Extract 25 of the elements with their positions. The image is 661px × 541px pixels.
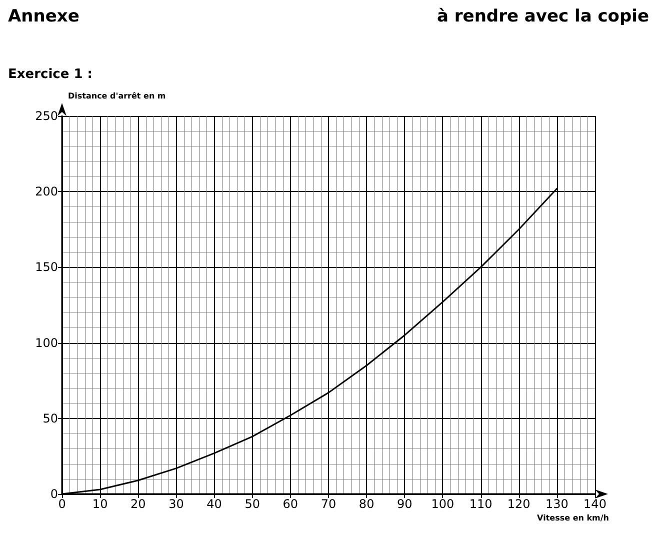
y-axis-title: Distance d'arrêt en m <box>68 92 166 100</box>
y-tick-label: 0 <box>50 487 58 501</box>
x-tick-label: 120 <box>507 497 530 511</box>
x-tick-label: 70 <box>320 497 336 511</box>
x-tick-label: 110 <box>469 497 492 511</box>
y-tick-label: 250 <box>35 109 58 123</box>
y-tick-label: 50 <box>42 411 58 426</box>
x-tick-label: 80 <box>358 497 374 511</box>
x-tick-label: 20 <box>130 497 146 511</box>
chart-subtitle: Exercice 1 : <box>8 67 92 82</box>
text: à rendre avec la copie <box>437 6 650 26</box>
x-tick-label: 60 <box>282 497 298 511</box>
x-tick-label: 140 <box>584 497 606 511</box>
x-tick-label: 10 <box>92 497 108 511</box>
y-tick-label: 100 <box>35 336 58 350</box>
x-tick-label: 130 <box>545 497 568 511</box>
y-tick-label: 200 <box>35 184 58 199</box>
x-tick-label: 90 <box>397 497 412 511</box>
chart-title: Annexe <box>8 6 80 26</box>
x-tick-label: 40 <box>206 497 222 511</box>
y-tick-label: 150 <box>35 260 58 274</box>
x-axis-title: Vitesse en km/h <box>537 514 610 522</box>
x-tick-label: 50 <box>244 497 260 511</box>
x-tick-label: 100 <box>431 497 454 511</box>
x-tick-label: 30 <box>168 497 184 511</box>
